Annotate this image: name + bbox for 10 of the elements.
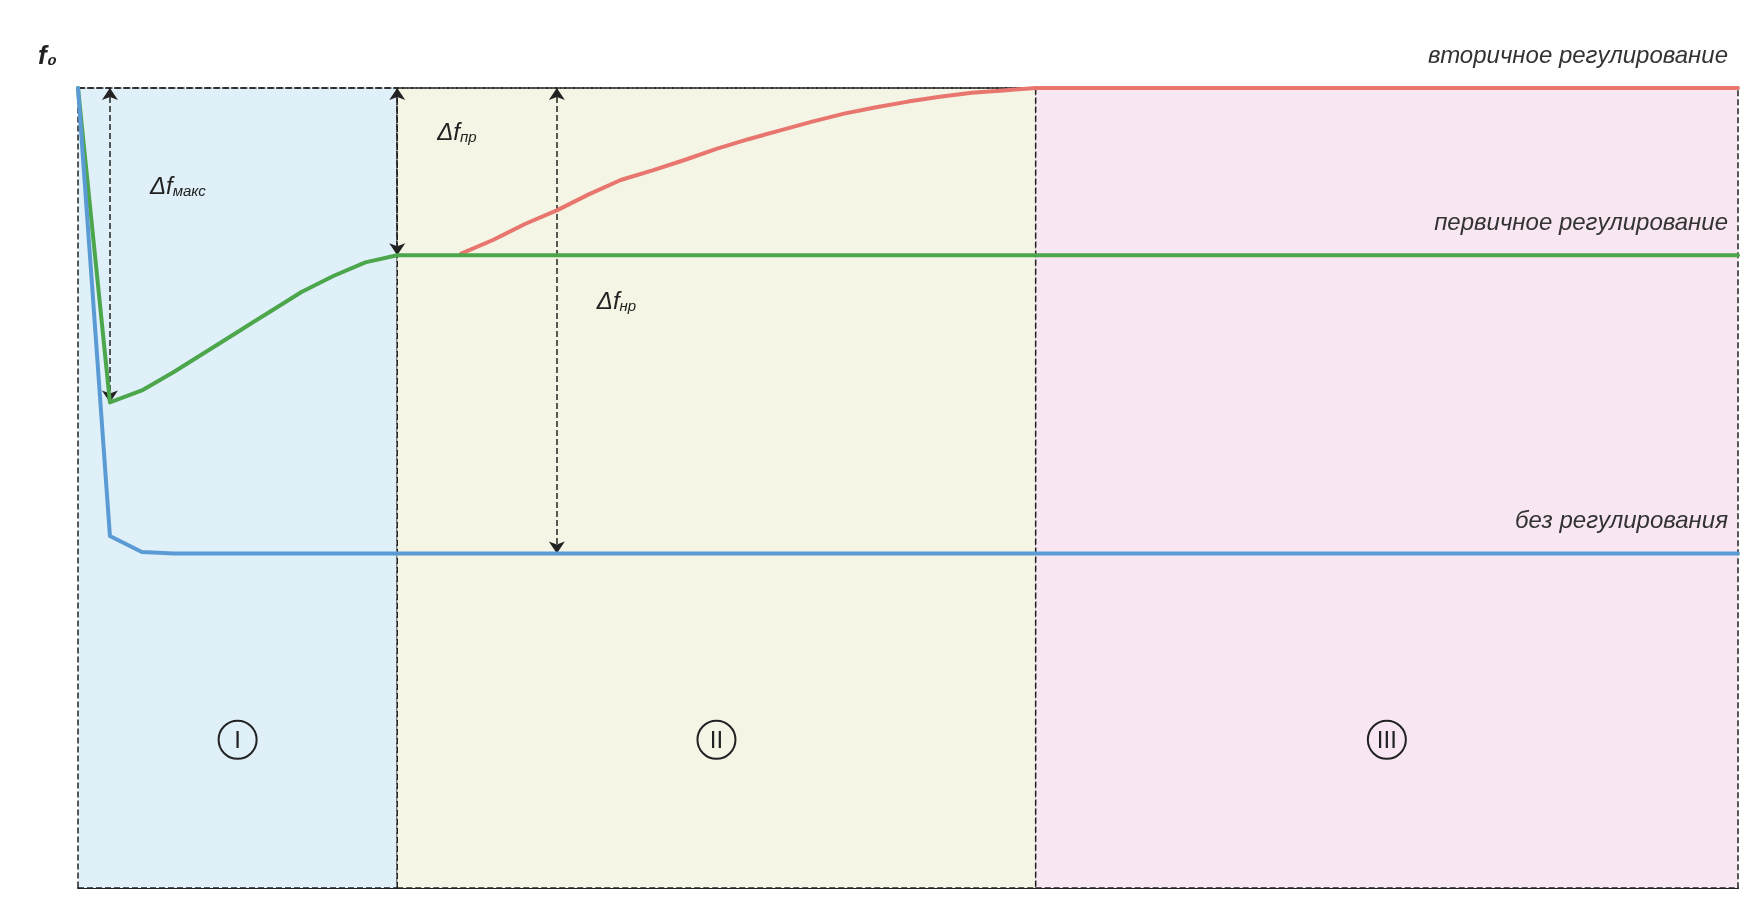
series-label: без регулирования bbox=[1515, 506, 1729, 534]
annotation: I bbox=[234, 726, 241, 754]
annotation: Δfпр bbox=[436, 118, 477, 146]
text: f₀ bbox=[38, 40, 57, 70]
series-label: первичное регулирование bbox=[1434, 207, 1728, 235]
annotation: II bbox=[709, 726, 724, 754]
annotation: III bbox=[1376, 726, 1397, 754]
series-label: вторичное регулирование bbox=[1427, 40, 1728, 68]
annotation: Δfнр bbox=[595, 287, 637, 315]
annotation: Δfмакс bbox=[148, 171, 207, 199]
